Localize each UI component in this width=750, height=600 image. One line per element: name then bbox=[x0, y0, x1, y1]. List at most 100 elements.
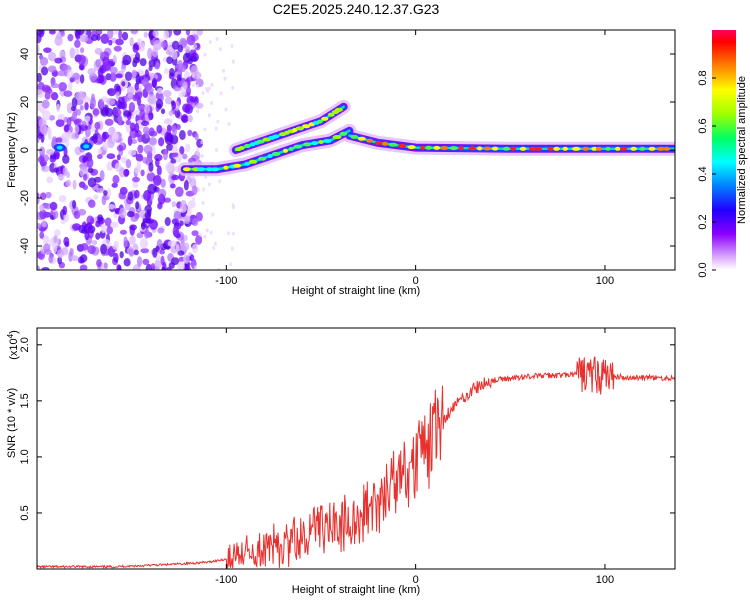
noise-blob bbox=[113, 45, 122, 52]
noise-blob bbox=[92, 108, 100, 116]
noise-blob bbox=[63, 124, 70, 133]
noise-blob bbox=[230, 44, 234, 49]
noise-blob bbox=[74, 92, 83, 101]
noise-blob bbox=[173, 30, 182, 36]
noise-blob bbox=[219, 91, 223, 96]
noise-blob bbox=[210, 101, 214, 106]
noise-blob bbox=[148, 112, 154, 121]
noise-blob bbox=[57, 256, 62, 265]
noise-blob bbox=[122, 54, 132, 66]
noise-blob bbox=[194, 44, 198, 49]
noise-blob bbox=[174, 186, 184, 197]
noise-blob bbox=[116, 144, 124, 152]
noise-blob bbox=[74, 39, 81, 49]
noise-blob bbox=[79, 74, 85, 84]
track-hotspot bbox=[339, 131, 348, 136]
noise-blob bbox=[129, 225, 135, 236]
snr-y-tick-label: 1.5 bbox=[19, 393, 31, 408]
noise-blob bbox=[100, 33, 110, 44]
noise-blob bbox=[227, 122, 231, 127]
track-hotspot bbox=[210, 167, 220, 172]
track-hotspot bbox=[388, 142, 398, 147]
noise-blob bbox=[40, 124, 48, 136]
noise-blob bbox=[74, 48, 80, 55]
snr-x-tick-label: -100 bbox=[215, 574, 237, 586]
noise-blob bbox=[182, 254, 190, 264]
noise-blob bbox=[111, 182, 118, 188]
noise-blob bbox=[117, 101, 126, 110]
noise-blob bbox=[160, 108, 166, 115]
noise-blob bbox=[87, 177, 97, 188]
noise-blob bbox=[141, 78, 149, 87]
noise-blob bbox=[72, 179, 77, 190]
noise-blob bbox=[79, 64, 85, 71]
noise-blob bbox=[192, 175, 196, 180]
noise-blob bbox=[127, 191, 134, 201]
noise-blob bbox=[75, 30, 85, 36]
noise-blob bbox=[168, 110, 174, 117]
noise-blob bbox=[125, 119, 132, 126]
snr-y-ticks: 0.5 1.0 1.5 2.0 bbox=[19, 337, 675, 521]
noise-blob bbox=[194, 132, 199, 141]
noise-blob bbox=[144, 211, 151, 219]
noise-blob bbox=[101, 195, 107, 206]
isolated-blob-core bbox=[83, 144, 90, 149]
snr-frame bbox=[36, 327, 676, 570]
noise-blob bbox=[152, 174, 162, 186]
noise-blob bbox=[114, 132, 119, 140]
noise-blob bbox=[190, 65, 199, 77]
noise-blob bbox=[49, 201, 58, 211]
noise-blob bbox=[67, 33, 74, 42]
noise-blob bbox=[203, 234, 207, 239]
noise-blob bbox=[169, 68, 175, 77]
noise-blob bbox=[183, 81, 188, 90]
noise-blob bbox=[96, 187, 105, 194]
noise-blob bbox=[132, 56, 141, 64]
noise-blob bbox=[156, 87, 164, 94]
noise-blob bbox=[166, 56, 173, 65]
noise-blob bbox=[108, 88, 114, 94]
noise-blob bbox=[95, 220, 101, 228]
noise-blob bbox=[163, 197, 172, 203]
noise-blob bbox=[47, 65, 57, 73]
noise-blob bbox=[142, 126, 150, 135]
noise-blob bbox=[95, 58, 102, 68]
noise-blob bbox=[214, 241, 218, 246]
noise-blob bbox=[185, 143, 191, 153]
noise-blob bbox=[67, 80, 73, 92]
noise-blob bbox=[54, 35, 63, 47]
noise-blob bbox=[106, 97, 116, 106]
noise-blob bbox=[51, 235, 59, 246]
snr-x-label: Height of straight line (km) bbox=[292, 584, 420, 596]
track-hotspot bbox=[366, 138, 374, 143]
noise-blob bbox=[180, 242, 190, 252]
track-hotspot bbox=[562, 146, 568, 151]
track-hotspot bbox=[425, 145, 433, 150]
noise-blob bbox=[93, 194, 99, 200]
noise-blob bbox=[135, 74, 141, 85]
noise-blob bbox=[187, 114, 193, 122]
noise-blob bbox=[230, 246, 234, 251]
noise-blob bbox=[39, 56, 49, 66]
noise-blob bbox=[209, 230, 213, 235]
track-hotspot bbox=[619, 146, 628, 151]
noise-blob bbox=[44, 85, 52, 92]
noise-blob bbox=[39, 204, 45, 212]
noise-blob bbox=[203, 127, 207, 132]
noise-blob bbox=[145, 263, 153, 270]
noise-blob bbox=[222, 68, 226, 73]
noise-blob bbox=[162, 261, 167, 270]
noise-blob bbox=[164, 96, 173, 105]
noise-blob bbox=[43, 234, 49, 245]
colorbar-tick-label: 0.2 bbox=[697, 214, 709, 229]
noise-blob bbox=[82, 156, 87, 163]
noise-blob bbox=[198, 232, 202, 237]
track-hotspot bbox=[332, 135, 342, 140]
track-hotspot bbox=[491, 146, 499, 151]
noise-blob bbox=[79, 35, 89, 43]
noise-blob bbox=[73, 119, 80, 125]
noise-blob bbox=[116, 154, 121, 161]
noise-blob bbox=[187, 129, 193, 137]
noise-blob bbox=[37, 44, 40, 54]
